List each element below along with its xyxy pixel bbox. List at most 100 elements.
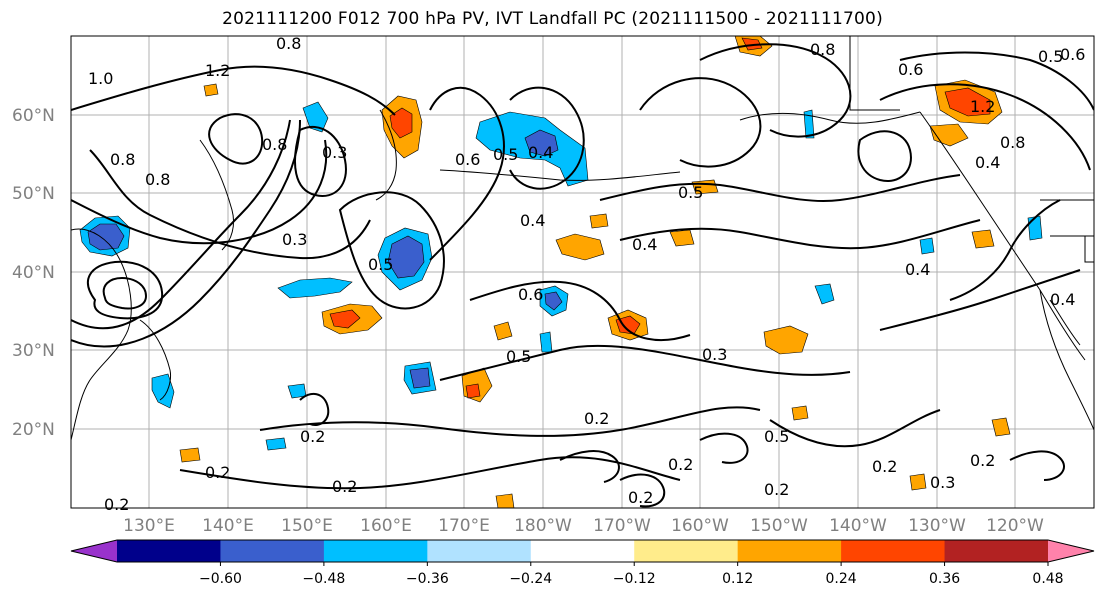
contour-label: 0.4 bbox=[520, 211, 545, 230]
lon-tick-label: 140°E bbox=[202, 516, 254, 536]
contour-label: 0.5 bbox=[764, 427, 789, 446]
gridlines bbox=[71, 36, 1094, 508]
lon-tick-label: 160°E bbox=[360, 516, 412, 536]
contour-label: 0.3 bbox=[322, 143, 347, 162]
colorbar-tick-label: 0.24 bbox=[826, 571, 857, 587]
contour-label: 1.0 bbox=[88, 69, 113, 88]
neg-anomaly-12 bbox=[539, 331, 553, 353]
contour-label: 0.2 bbox=[872, 457, 897, 476]
pv-contours bbox=[71, 43, 1094, 508]
contour-label: 0.5 bbox=[368, 255, 393, 274]
pos-anomaly-6 bbox=[763, 325, 809, 355]
pos-anomaly-3-core bbox=[944, 87, 991, 117]
contour-label: 0.2 bbox=[584, 409, 609, 428]
contour-label: 0.4 bbox=[632, 235, 657, 254]
contour-label: 0.5 bbox=[506, 347, 531, 366]
contour-label: 0.5 bbox=[493, 145, 518, 164]
lon-axis: 130°E 140°E 150°E 160°E 170°E 180°W 170°… bbox=[123, 516, 1044, 536]
pos-anomaly-4-core bbox=[615, 315, 641, 335]
lat-tick-label: 30°N bbox=[12, 341, 55, 361]
lon-tick-label: 120°W bbox=[986, 516, 1044, 536]
contour-label: 0.2 bbox=[104, 495, 129, 514]
pos-anomaly-16 bbox=[179, 447, 201, 463]
neg-anomaly-15 bbox=[919, 237, 935, 255]
contour-labels: 0.8 1.0 1.2 0.8 0.3 0.8 0.3 0.8 0.5 0.4 … bbox=[88, 34, 1085, 514]
contour-label: 1.2 bbox=[205, 61, 230, 80]
contour-label: 0.5 bbox=[678, 183, 703, 202]
pos-anomaly-9 bbox=[669, 229, 695, 247]
contour-label: 0.3 bbox=[930, 473, 955, 492]
pos-anomaly-7-core bbox=[465, 383, 481, 399]
contour-label: 0.2 bbox=[332, 477, 357, 496]
contour-label: 0.8 bbox=[276, 34, 301, 53]
lat-tick-label: 20°N bbox=[12, 420, 55, 440]
colorbar-extend-max bbox=[1048, 540, 1094, 562]
colorbar-bin bbox=[117, 540, 221, 562]
colorbar-bin bbox=[323, 540, 428, 562]
contour-label: 0.2 bbox=[300, 427, 325, 446]
contour-label: 0.6 bbox=[455, 150, 480, 169]
lon-tick-label: 170°E bbox=[438, 516, 490, 536]
contour-label: 0.6 bbox=[898, 60, 923, 79]
lon-tick-label: 150°W bbox=[750, 516, 808, 536]
contour-label: 0.8 bbox=[1000, 133, 1025, 152]
map-title: 2021111200 F012 700 hPa PV, IVT Landfall… bbox=[222, 9, 883, 29]
coastlines bbox=[71, 36, 1094, 441]
contour-label: 1.2 bbox=[970, 97, 995, 116]
lat-axis: 60°N 50°N 40°N 30°N 20°N bbox=[12, 106, 55, 440]
neg-anomaly-7 bbox=[151, 373, 175, 409]
contour-label: 0.8 bbox=[110, 150, 135, 169]
pos-anomaly-19 bbox=[495, 493, 515, 508]
lon-tick-label: 130°E bbox=[123, 516, 175, 536]
pos-anomaly-14 bbox=[991, 417, 1011, 437]
colorbar-bin bbox=[944, 540, 1049, 562]
contour-label: 0.8 bbox=[810, 40, 835, 59]
contour-label: 0.5 bbox=[1038, 47, 1063, 66]
pos-anomaly-12 bbox=[589, 213, 609, 229]
colorbar-bin bbox=[634, 540, 739, 562]
contour-label: 0.2 bbox=[205, 463, 230, 482]
colorbar-outline bbox=[70, 539, 1095, 563]
neg-anomaly-4 bbox=[277, 277, 353, 299]
contour-label: 0.2 bbox=[668, 455, 693, 474]
contour-label: 0.4 bbox=[1050, 290, 1075, 309]
contour-label: 0.2 bbox=[970, 451, 995, 470]
contour-label: 0.4 bbox=[905, 260, 930, 279]
lon-tick-label: 170°W bbox=[593, 516, 651, 536]
pos-anomaly-13 bbox=[493, 321, 513, 341]
colorbar-bin bbox=[841, 540, 946, 562]
neg-anomaly-2-core bbox=[387, 235, 425, 279]
colorbar-tick-label: 0.48 bbox=[1032, 571, 1063, 587]
lat-tick-label: 50°N bbox=[12, 184, 55, 204]
colorbar-tick-label: 0.12 bbox=[722, 571, 753, 587]
pos-anomaly-20 bbox=[203, 83, 219, 97]
pos-anomaly-18 bbox=[909, 473, 927, 491]
colorbar-tick-label: −0.48 bbox=[302, 571, 345, 587]
neg-anomaly-6-core bbox=[409, 367, 431, 389]
lon-tick-label: 130°W bbox=[908, 516, 966, 536]
colorbar-tick-label: 0.36 bbox=[929, 571, 960, 587]
colorbar-tick-label: −0.60 bbox=[199, 571, 242, 587]
neg-anomaly-1-core bbox=[87, 223, 125, 251]
lon-tick-label: 140°W bbox=[829, 516, 887, 536]
lat-tick-label: 60°N bbox=[12, 106, 55, 126]
neg-anomaly-13 bbox=[265, 437, 287, 451]
contour-label: 0.6 bbox=[518, 285, 543, 304]
contour-label: 0.8 bbox=[262, 135, 287, 154]
pos-anomaly-11 bbox=[971, 229, 995, 249]
shaded-anomalies bbox=[79, 36, 1043, 508]
contour-label: 0.2 bbox=[764, 480, 789, 499]
colorbar-bin bbox=[220, 540, 325, 562]
lon-tick-label: 160°W bbox=[671, 516, 729, 536]
plot-area bbox=[71, 36, 1094, 508]
neg-anomaly-3-core bbox=[524, 129, 559, 157]
colorbar-extend-min bbox=[71, 540, 117, 562]
pos-anomaly-2-core bbox=[329, 309, 361, 329]
colorbar-tick-label: −0.12 bbox=[613, 571, 656, 587]
lon-tick-label: 180°W bbox=[514, 516, 572, 536]
contour-label: 0.3 bbox=[282, 230, 307, 249]
neg-anomaly-5-core bbox=[544, 291, 563, 311]
pos-anomaly-5 bbox=[555, 233, 605, 261]
lat-tick-label: 40°N bbox=[12, 263, 55, 283]
